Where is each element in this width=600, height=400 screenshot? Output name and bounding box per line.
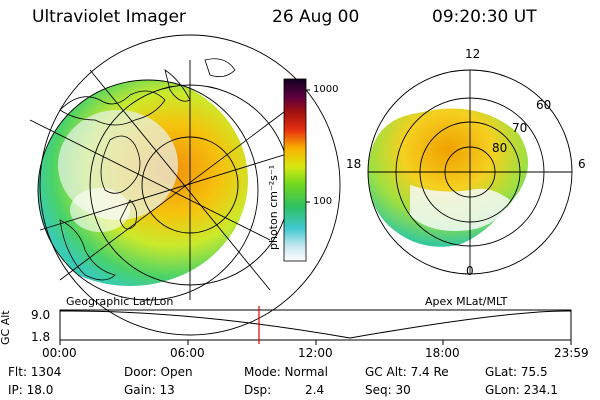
altitude-timeline xyxy=(59,306,572,345)
mlt-label-18: 18 xyxy=(346,157,362,171)
mlat-label-70: 70 xyxy=(512,121,528,135)
dsp-value: 2.4 xyxy=(305,383,325,397)
sequence-value: Seq: 30 xyxy=(365,383,411,397)
left-panel-label: Geographic Lat/Lon xyxy=(66,295,174,308)
time-tick-1200: 12:00 xyxy=(298,346,333,360)
app-title: Ultraviolet Imager xyxy=(32,7,186,27)
time-tick-0600: 06:00 xyxy=(170,346,205,360)
flight-number: Flt: 1304 xyxy=(8,365,62,379)
mlt-label-0: 0 xyxy=(466,264,474,278)
colorbar-scale xyxy=(283,78,307,262)
mlat-label-60: 60 xyxy=(536,98,552,112)
mlat-label-80: 80 xyxy=(492,141,508,155)
right-panel-label: Apex MLat/MLT xyxy=(425,295,508,308)
gain-value: Gain: 13 xyxy=(124,383,175,397)
left-image xyxy=(38,80,248,286)
colorbar-tick-1000: 1000 xyxy=(313,84,339,95)
mlt-label-6: 6 xyxy=(578,157,586,171)
dsp-label: Dsp: xyxy=(244,383,272,397)
coastline-outlines xyxy=(59,58,236,281)
colorbar-tick-100: 100 xyxy=(313,196,333,207)
door-status: Door: Open xyxy=(124,365,193,379)
left-grid xyxy=(29,34,341,336)
altitude-ytick-low: 1.8 xyxy=(31,330,51,344)
gc-altitude: GC Alt: 7.4 Re xyxy=(365,365,449,379)
time-tick-1800: 18:00 xyxy=(425,346,460,360)
geo-latitude: GLat: 75.5 xyxy=(485,365,548,379)
time-tick-2359: 23:59 xyxy=(554,346,589,360)
mode-value: Mode: Normal xyxy=(244,365,328,379)
right-image xyxy=(368,108,528,247)
altitude-ylabel: GC Alt xyxy=(0,310,12,345)
date-label: 26 Aug 00 xyxy=(272,7,360,27)
right-grid xyxy=(367,69,573,275)
ip-value: IP: 18.0 xyxy=(8,383,54,397)
mlt-label-12: 12 xyxy=(465,47,481,61)
altitude-ytick-high: 9.0 xyxy=(31,308,51,322)
time-tick-0000: 00:00 xyxy=(42,346,77,360)
geo-longitude: GLon: 234.1 xyxy=(485,383,558,397)
colorbar-unit-label: photon cm⁻²s⁻¹ xyxy=(267,164,280,250)
time-label: 09:20:30 UT xyxy=(432,7,537,27)
